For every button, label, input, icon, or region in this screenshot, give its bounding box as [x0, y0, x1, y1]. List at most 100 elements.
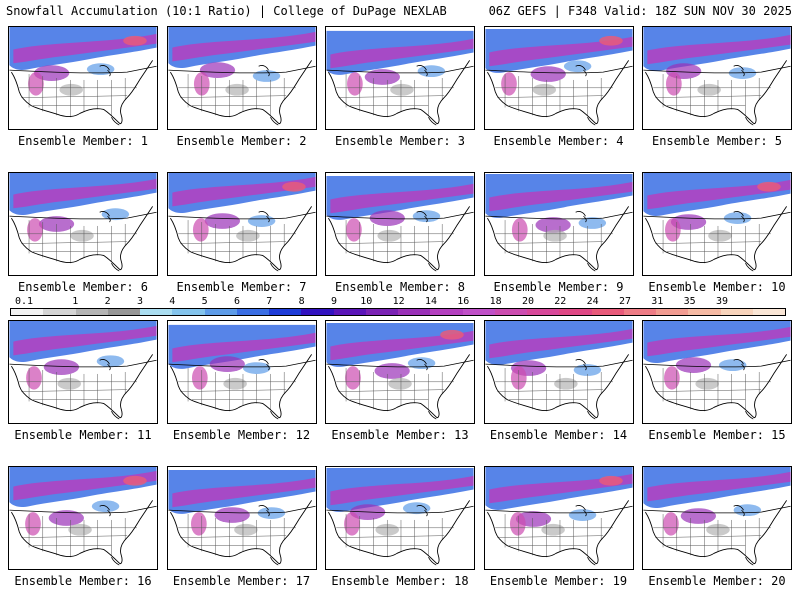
ensemble-member-label: Ensemble Member: 15: [648, 428, 786, 442]
ensemble-member-label: Ensemble Member: 16: [14, 574, 152, 588]
colorbar-tick-label: 18: [489, 296, 502, 307]
ensemble-panel: Ensemble Member: 1: [8, 26, 158, 154]
colorbar-swatches: [10, 308, 786, 316]
snowfall-map: [483, 320, 634, 424]
ensemble-panel: Ensemble Member: 3: [325, 26, 475, 154]
ensemble-panel: Ensemble Member: 10: [642, 172, 792, 300]
colorbar-tick-label: 2: [104, 296, 111, 307]
colorbar-tick-label: 8: [298, 296, 305, 307]
snowfall-map: [642, 320, 792, 424]
ensemble-member-label: Ensemble Member: 9: [493, 280, 624, 294]
colorbar-tick-label: 7: [266, 296, 273, 307]
colorbar-swatch: [365, 309, 398, 315]
ensemble-panel: Ensemble Member: 19: [483, 466, 634, 594]
colorbar-swatch: [204, 309, 237, 315]
colorbar-swatch: [430, 309, 463, 315]
snowfall-map: [325, 466, 475, 570]
colorbar-tick-label: 5: [201, 296, 208, 307]
snowfall-map: [325, 172, 475, 276]
colorbar-swatch: [43, 309, 76, 315]
title-left: Snowfall Accumulation (10:1 Ratio) | Col…: [6, 4, 447, 18]
colorbar-tick-label: 24: [586, 296, 599, 307]
snowfall-map: [642, 172, 792, 276]
colorbar-swatch: [720, 309, 753, 315]
colorbar-tick-label: 39: [715, 296, 728, 307]
ensemble-panel: Ensemble Member: 4: [483, 26, 634, 154]
panel-row: Ensemble Member: 16 Ensemble Member: 17 En…: [8, 466, 792, 594]
colorbar-tick-label: 1: [72, 296, 79, 307]
snowfall-map: [8, 320, 158, 424]
ensemble-panel: Ensemble Member: 15: [642, 320, 792, 448]
ensemble-member-label: Ensemble Member: 12: [172, 428, 311, 442]
colorbar-swatch: [527, 309, 560, 315]
ensemble-panel: Ensemble Member: 18: [325, 466, 475, 594]
snowfall-map: [642, 26, 792, 130]
snowfall-colorbar: 0.1 1 2 3 4 5 6 7 8 9 10 12 14 16 18 20 22 24 27 31 35 39: [10, 296, 786, 318]
colorbar-tick-label: 14: [424, 296, 437, 307]
snowfall-map: [166, 26, 317, 130]
ensemble-member-label: Ensemble Member: 17: [172, 574, 311, 588]
panel-row: Ensemble Member: 11 Ensemble Member: 12 En…: [8, 320, 792, 448]
ensemble-panel: Ensemble Member: 9: [483, 172, 634, 300]
colorbar-swatch: [140, 309, 173, 315]
ensemble-panel: Ensemble Member: 17: [166, 466, 317, 594]
snowfall-map: [8, 172, 158, 276]
colorbar-swatch: [236, 309, 269, 315]
colorbar-swatch: [398, 309, 431, 315]
ensemble-member-label: Ensemble Member: 7: [176, 280, 307, 294]
snowfall-map: [166, 320, 317, 424]
ensemble-member-label: Ensemble Member: 18: [331, 574, 469, 588]
colorbar-tick-label: 10: [360, 296, 373, 307]
colorbar-tick-label: 16: [457, 296, 470, 307]
ensemble-panel: Ensemble Member: 16: [8, 466, 158, 594]
colorbar-swatch: [75, 309, 108, 315]
colorbar-swatch: [752, 309, 785, 315]
snowfall-map: [325, 26, 475, 130]
ensemble-panel: Ensemble Member: 11: [8, 320, 158, 448]
ensemble-panel: Ensemble Member: 7: [166, 172, 317, 300]
colorbar-swatch: [107, 309, 140, 315]
ensemble-member-label: Ensemble Member: 20: [648, 574, 786, 588]
ensemble-panel: Ensemble Member: 14: [483, 320, 634, 448]
ensemble-panel: Ensemble Member: 6: [8, 172, 158, 300]
ensemble-member-label: Ensemble Member: 13: [331, 428, 469, 442]
colorbar-swatch: [11, 309, 44, 315]
colorbar-tick-label: 27: [618, 296, 631, 307]
colorbar-swatch: [333, 309, 366, 315]
snowfall-map: [642, 466, 792, 570]
ensemble-member-label: Ensemble Member: 3: [334, 134, 466, 148]
ensemble-panel: Ensemble Member: 13: [325, 320, 475, 448]
snowfall-map: [8, 466, 158, 570]
colorbar-tick-label: 3: [136, 296, 143, 307]
ensemble-panel: Ensemble Member: 12: [166, 320, 317, 448]
ensemble-member-label: Ensemble Member: 2: [176, 134, 307, 148]
colorbar-swatch: [656, 309, 689, 315]
ensemble-panel: Ensemble Member: 20: [642, 466, 792, 594]
colorbar-tick-label: 4: [169, 296, 176, 307]
title-right: 06Z GEFS | F348 Valid: 18Z SUN NOV 30 20…: [488, 4, 792, 18]
ensemble-panel: Ensemble Member: 8: [325, 172, 475, 300]
colorbar-labels: 0.1 1 2 3 4 5 6 7 8 9 10 12 14 16 18 20 22 24 27 31 35 39: [10, 296, 786, 307]
colorbar-swatch: [172, 309, 205, 315]
ensemble-member-label: Ensemble Member: 10: [648, 280, 786, 294]
colorbar-swatch: [494, 309, 527, 315]
snowfall-map: [325, 320, 475, 424]
snowfall-map: [483, 26, 634, 130]
colorbar-tick-label: 31: [651, 296, 664, 307]
ensemble-member-label: Ensemble Member: 6: [17, 280, 149, 294]
ensemble-member-label: Ensemble Member: 5: [651, 134, 783, 148]
snowfall-map: [166, 172, 317, 276]
snowfall-map: [483, 172, 634, 276]
snowfall-map: [8, 26, 158, 130]
ensemble-member-label: Ensemble Member: 19: [489, 574, 628, 588]
colorbar-swatch: [688, 309, 721, 315]
colorbar-swatch: [559, 309, 592, 315]
ensemble-member-label: Ensemble Member: 11: [14, 428, 152, 442]
ensemble-member-label: Ensemble Member: 4: [493, 134, 624, 148]
colorbar-tick-label: 0.1: [14, 296, 34, 307]
ensemble-member-label: Ensemble Member: 8: [334, 280, 466, 294]
colorbar-swatch: [591, 309, 624, 315]
colorbar-swatch: [301, 309, 334, 315]
panel-row: Ensemble Member: 6 Ensemble Member: 7 Ense…: [8, 172, 792, 300]
colorbar-tick-label: 9: [330, 296, 337, 307]
